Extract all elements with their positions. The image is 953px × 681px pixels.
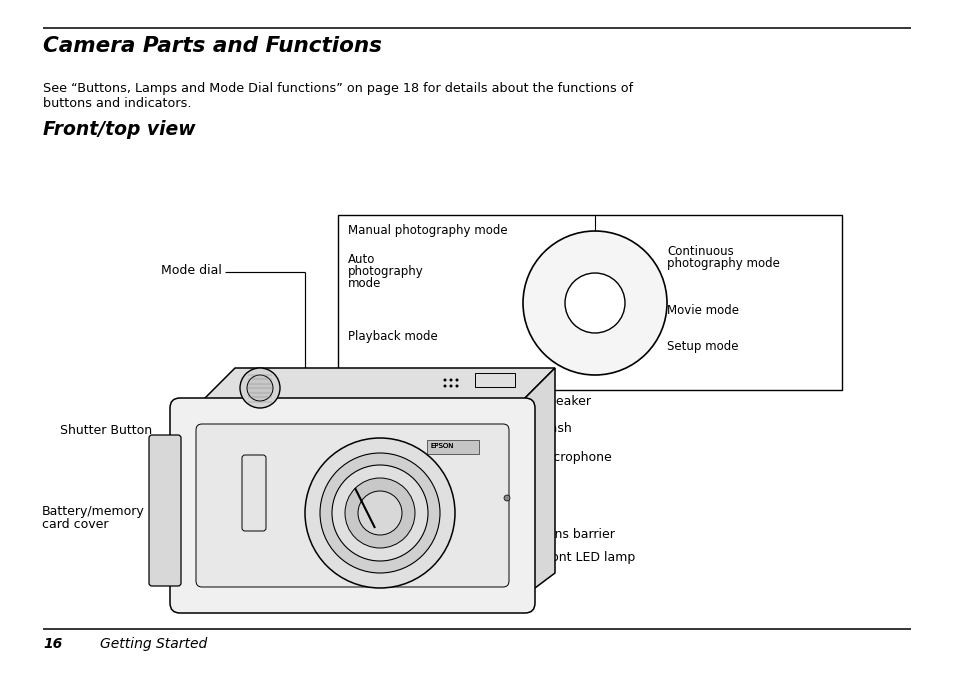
FancyBboxPatch shape <box>195 424 509 587</box>
Circle shape <box>345 478 415 548</box>
Text: button: button <box>264 391 305 404</box>
Text: Mode dial: Mode dial <box>161 264 222 276</box>
Circle shape <box>449 379 452 381</box>
Text: EPSON: EPSON <box>430 443 453 449</box>
Text: photography mode: photography mode <box>666 257 779 270</box>
Text: Lens barrier: Lens barrier <box>539 528 615 541</box>
Text: Camera Parts and Functions: Camera Parts and Functions <box>43 36 381 56</box>
Text: +: + <box>158 578 167 588</box>
Text: 16: 16 <box>43 637 62 651</box>
Text: buttons and indicators.: buttons and indicators. <box>43 97 192 110</box>
Text: ▣: ▣ <box>580 349 588 358</box>
Text: See “Buttons, Lamps and Mode Dial functions” on page 18 for details about the fu: See “Buttons, Lamps and Mode Dial functi… <box>43 82 633 95</box>
Bar <box>337 215 841 390</box>
FancyBboxPatch shape <box>149 435 181 586</box>
Text: ▣: ▣ <box>631 281 638 289</box>
Text: Speaker: Speaker <box>539 396 590 409</box>
Text: Playback mode: Playback mode <box>348 330 437 343</box>
Text: POWER: POWER <box>258 377 305 390</box>
Polygon shape <box>515 368 555 603</box>
Ellipse shape <box>564 273 624 333</box>
Circle shape <box>319 453 439 573</box>
Text: ▣: ▣ <box>591 251 598 259</box>
Text: Setup mode: Setup mode <box>666 340 738 353</box>
Text: mode: mode <box>348 277 381 290</box>
Text: Manual photography mode: Manual photography mode <box>348 224 507 237</box>
Text: Front/top view: Front/top view <box>43 120 195 139</box>
FancyBboxPatch shape <box>170 398 535 613</box>
Bar <box>427 440 478 454</box>
Circle shape <box>455 385 458 387</box>
Text: Auto: Auto <box>348 253 375 266</box>
Text: Movie mode: Movie mode <box>666 304 739 317</box>
Text: photography: photography <box>348 265 423 278</box>
Text: Flash: Flash <box>539 422 572 434</box>
Text: Getting Started: Getting Started <box>100 637 207 651</box>
Bar <box>475 373 515 387</box>
Circle shape <box>503 495 510 501</box>
Text: Microphone: Microphone <box>539 452 612 464</box>
Circle shape <box>247 375 273 401</box>
Circle shape <box>240 368 280 408</box>
Circle shape <box>357 491 401 535</box>
Circle shape <box>305 438 455 588</box>
FancyBboxPatch shape <box>242 455 266 531</box>
Polygon shape <box>194 368 555 408</box>
Text: card cover: card cover <box>42 518 109 531</box>
Circle shape <box>332 465 428 561</box>
Circle shape <box>455 379 458 381</box>
Text: Battery/memory: Battery/memory <box>42 505 145 518</box>
Circle shape <box>443 385 446 387</box>
Text: EPSON: EPSON <box>430 443 453 449</box>
Text: Continuous: Continuous <box>666 245 733 258</box>
Circle shape <box>443 379 446 381</box>
Text: Shutter Button: Shutter Button <box>60 424 152 437</box>
Text: ▣: ▣ <box>633 311 640 319</box>
Text: ◇: ◇ <box>561 336 567 345</box>
Text: ▣: ▣ <box>547 283 554 293</box>
Text: Front LED lamp: Front LED lamp <box>539 552 635 565</box>
Circle shape <box>449 385 452 387</box>
Ellipse shape <box>522 231 666 375</box>
